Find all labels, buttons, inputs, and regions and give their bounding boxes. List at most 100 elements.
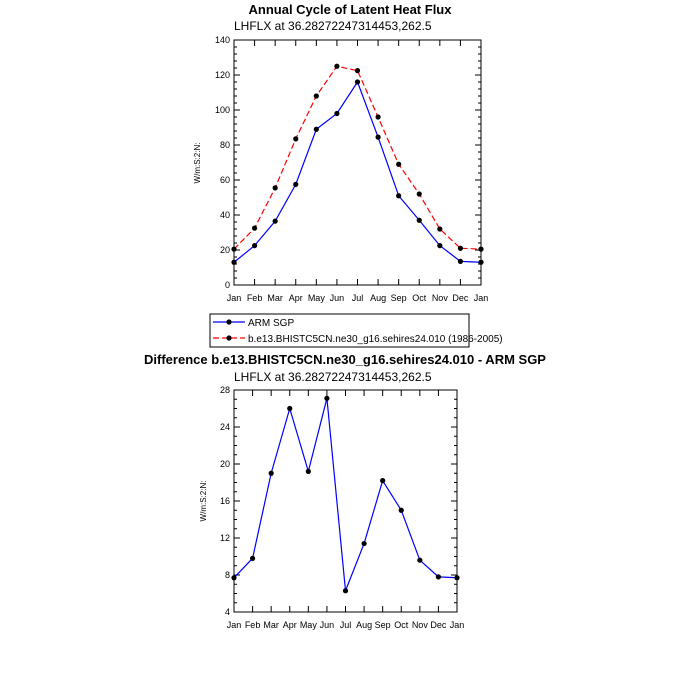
- chart-difference: Difference b.e13.BHISTC5CN.ne30_g16.sehi…: [144, 352, 546, 630]
- series-0-point: [416, 217, 422, 223]
- series-0-point: [478, 259, 484, 265]
- x-tick-label: Apr: [289, 293, 303, 303]
- series-0-point: [437, 243, 443, 249]
- legend-marker-arm-sgp: [226, 319, 232, 325]
- y-tick-label: 28: [220, 385, 230, 395]
- chart2-y-axis-label: W/m:S:2:N:: [199, 481, 208, 522]
- x-tick-label: Oct: [412, 293, 427, 303]
- chart1-legend: ARM SGP b.e13.BHISTC5CN.ne30_g16.sehires…: [209, 313, 503, 348]
- series-0-point: [361, 540, 367, 547]
- y-tick-label: 100: [215, 105, 230, 115]
- series-1-point: [437, 226, 443, 232]
- series-0-point: [293, 181, 299, 187]
- y-tick-label: 20: [220, 245, 230, 255]
- series-1-point: [478, 246, 484, 252]
- x-tick-label: Jan: [227, 620, 242, 630]
- x-tick-label: Feb: [247, 293, 263, 303]
- series-0-point: [375, 134, 381, 140]
- legend-label-arm-sgp: ARM SGP: [248, 318, 294, 329]
- series-0-point: [272, 218, 278, 224]
- x-tick-label: Jan: [474, 293, 489, 303]
- series-0-point: [396, 193, 402, 199]
- y-tick-label: 8: [225, 570, 230, 580]
- x-tick-label: Dec: [430, 620, 447, 630]
- chart2-y-tick-labels: 4 8 12 16 20 24 28: [220, 385, 230, 617]
- chart2-ticks: [233, 389, 458, 613]
- chart1-series-lines: [233, 65, 482, 263]
- series-1-point: [396, 161, 402, 167]
- series-0-point: [268, 470, 274, 476]
- x-tick-label: Dec: [452, 293, 469, 303]
- y-tick-label: 120: [215, 70, 230, 80]
- series-0-point: [305, 468, 311, 474]
- chart2-series-points: [231, 395, 460, 594]
- series-1-point: [231, 246, 237, 252]
- series-1-point: [251, 225, 258, 231]
- series-1-point: [457, 245, 464, 251]
- x-tick-label: Jan: [227, 293, 242, 303]
- series-0-point: [342, 588, 349, 594]
- series-0-point: [354, 79, 361, 85]
- x-tick-label: Aug: [370, 293, 386, 303]
- x-tick-label: Oct: [394, 620, 409, 630]
- chart1-title: Annual Cycle of Latent Heat Flux: [249, 2, 453, 17]
- series-0-point: [287, 405, 293, 412]
- x-tick-label: Mar: [263, 620, 279, 630]
- series-0-point: [231, 259, 237, 265]
- series-line-0: [233, 80, 482, 263]
- series-0-point: [398, 507, 404, 513]
- chart-annual-cycle: Annual Cycle of Latent Heat Flux LHFLX a…: [193, 2, 488, 303]
- series-0-point: [454, 575, 460, 581]
- series-1-point: [375, 114, 381, 120]
- legend-label-model: b.e13.BHISTC5CN.ne30_g16.sehires24.010 (…: [248, 334, 503, 345]
- series-1-point: [354, 68, 361, 74]
- x-tick-label: Jan: [450, 620, 465, 630]
- series-0-point: [249, 555, 256, 561]
- x-tick-label: Feb: [245, 620, 261, 630]
- series-0-point: [380, 478, 386, 484]
- chart1-y-axis-label: W/m:S:2:N:: [193, 143, 202, 184]
- x-tick-label: Nov: [412, 620, 429, 630]
- chart1-subtitle: LHFLX at 36.28272247314453,262.5: [234, 19, 432, 33]
- y-tick-label: 80: [220, 140, 230, 150]
- y-tick-label: 40: [220, 210, 230, 220]
- chart2-x-tick-labels: Jan Feb Mar Apr May Jun Jul Aug Sep Oct Nov Dec Jan: [227, 620, 465, 630]
- x-tick-label: Nov: [432, 293, 449, 303]
- chart1-y-tick-labels: 0 20 40 60 80 100 120 140: [215, 35, 230, 290]
- legend-marker-model: [226, 335, 232, 341]
- chart1-x-tick-labels: Jan Feb Mar Apr May Jun Jul Aug Sep Oct Nov Dec Jan: [227, 293, 489, 303]
- x-tick-label: May: [300, 620, 318, 630]
- x-tick-label: Jul: [340, 620, 352, 630]
- x-tick-label: Jun: [330, 293, 345, 303]
- chart2-plot-frame: [233, 389, 458, 613]
- series-0-point: [231, 575, 237, 581]
- series-1-point: [416, 191, 422, 197]
- series-1-point: [293, 136, 299, 142]
- x-tick-label: Sep: [391, 293, 407, 303]
- series-0-point: [417, 557, 423, 563]
- series-0-point: [251, 243, 258, 249]
- y-tick-label: 16: [220, 496, 230, 506]
- y-tick-label: 0: [225, 280, 230, 290]
- series-0-point: [435, 574, 442, 580]
- chart2-series-lines: [233, 398, 458, 591]
- y-tick-label: 12: [220, 533, 230, 543]
- x-tick-label: May: [308, 293, 326, 303]
- x-tick-label: Sep: [375, 620, 391, 630]
- x-tick-label: Jun: [320, 620, 335, 630]
- series-0-point: [334, 110, 340, 117]
- series-0-point: [457, 258, 464, 264]
- series-1-point: [313, 93, 319, 99]
- series-line-1: [233, 65, 482, 250]
- y-tick-label: 24: [220, 422, 230, 432]
- x-tick-label: Apr: [283, 620, 297, 630]
- x-tick-label: Mar: [267, 293, 283, 303]
- y-tick-label: 60: [220, 175, 230, 185]
- chart1-series-points: [231, 63, 484, 265]
- y-tick-label: 140: [215, 35, 230, 45]
- chart2-subtitle: LHFLX at 36.28272247314453,262.5: [234, 370, 432, 384]
- series-0-point: [313, 126, 319, 132]
- series-1-point: [334, 63, 340, 69]
- series-1-point: [272, 185, 278, 191]
